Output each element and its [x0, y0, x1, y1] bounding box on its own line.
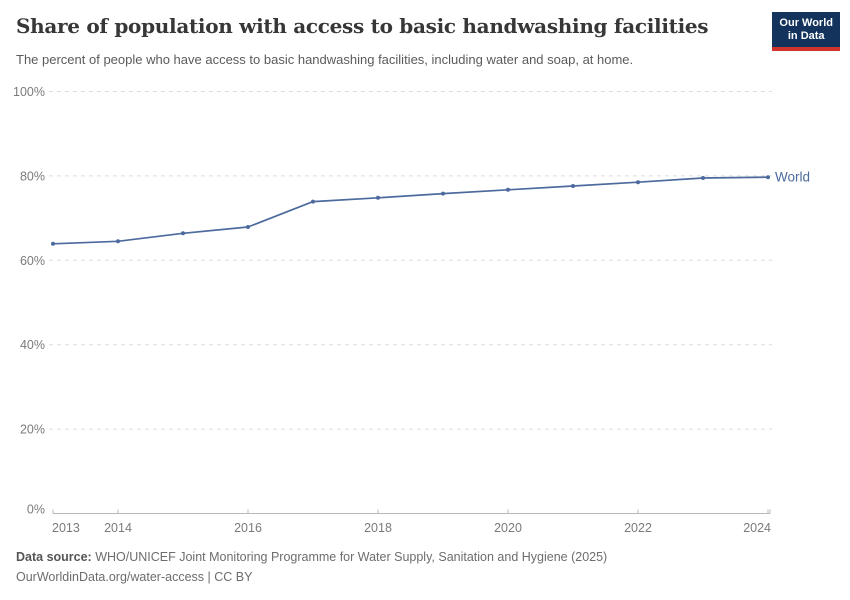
data-source-text: WHO/UNICEF Joint Monitoring Programme fo… — [91, 550, 608, 564]
x-tick-label: 2016 — [234, 521, 262, 535]
y-tick-label: 60% — [20, 254, 45, 268]
chart-subtitle: The percent of people who have access to… — [16, 52, 634, 67]
series-line-world — [52, 176, 769, 245]
data-point — [376, 195, 380, 200]
data-source-line: Data source: WHO/UNICEF Joint Monitoring… — [16, 547, 607, 567]
data-point — [181, 231, 185, 236]
data-point — [701, 176, 705, 180]
data-point — [766, 175, 770, 180]
y-tick-label: 100% — [13, 85, 45, 99]
owid-logo: Our World in Data — [772, 12, 840, 51]
y-tick-label: 40% — [20, 338, 45, 352]
x-tick-label: 2013 — [52, 521, 80, 535]
x-tick-label: 2020 — [494, 521, 522, 535]
owid-logo-line2: in Data — [787, 30, 825, 42]
owid-logo-line1: Our World — [779, 17, 833, 29]
chart-footer: Data source: WHO/UNICEF Joint Monitoring… — [16, 547, 607, 587]
data-source-label: Data source: — [16, 550, 92, 564]
attribution-line: OurWorldinData.org/water-access | CC BY — [16, 570, 253, 584]
y-tick-label: 0% — [27, 503, 45, 517]
data-point — [441, 191, 445, 196]
x-tick-label: 2024 — [743, 521, 771, 535]
data-point — [311, 199, 315, 204]
line-chart: 0% 20% 40% 60% 80% 100% 2013 2014 2016 2018 2020 20… — [13, 85, 810, 535]
x-tick-label: 2022 — [624, 521, 652, 535]
y-tick-label: 80% — [20, 169, 45, 183]
data-point — [116, 239, 120, 244]
data-point — [51, 241, 55, 246]
data-point — [636, 180, 640, 185]
page-title: Share of population with access to basic… — [16, 14, 709, 38]
series-label-world: World — [775, 170, 810, 185]
x-tick-label: 2014 — [104, 521, 132, 535]
x-tick-label: 2018 — [364, 521, 392, 535]
data-point — [246, 225, 250, 229]
data-point — [506, 187, 510, 192]
data-point — [571, 184, 575, 188]
y-tick-label: 20% — [20, 423, 45, 437]
